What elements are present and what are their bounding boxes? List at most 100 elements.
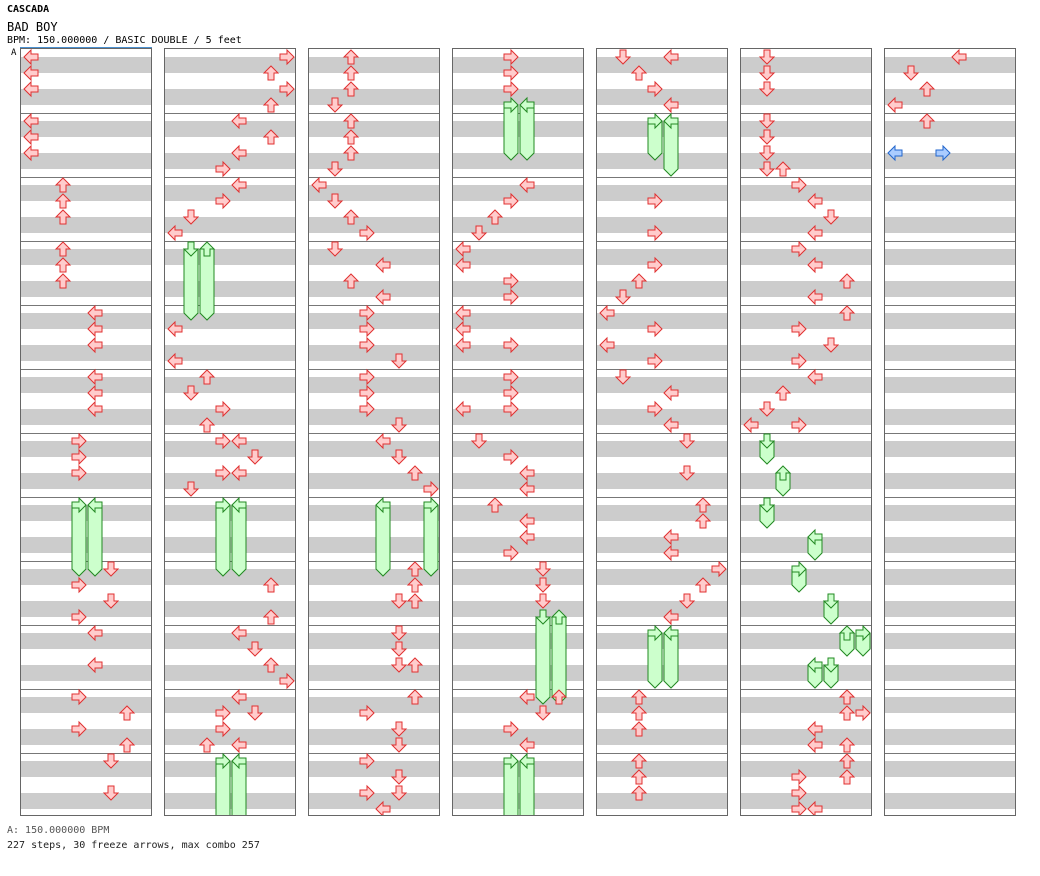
measure-divider xyxy=(597,497,727,498)
tap-arrow-down xyxy=(534,561,552,577)
tap-arrow-left xyxy=(231,464,247,482)
measure-divider xyxy=(165,689,295,690)
measure-divider xyxy=(597,561,727,562)
measure-divider xyxy=(21,753,151,754)
tap-arrow-down xyxy=(390,625,408,641)
tap-arrow-right xyxy=(359,784,375,802)
tap-arrow-up xyxy=(630,65,648,81)
tap-arrow-up xyxy=(630,689,648,705)
measure-divider xyxy=(453,305,583,306)
tap-arrow-up xyxy=(198,737,216,753)
freeze-arrow-head xyxy=(503,752,519,770)
chart-column xyxy=(20,48,152,816)
tap-arrow-right xyxy=(215,432,231,450)
measure-divider xyxy=(309,305,439,306)
freeze-arrow-head xyxy=(663,112,679,130)
tap-arrow-right xyxy=(647,352,663,370)
tap-arrow-left xyxy=(519,688,535,706)
tap-arrow-up xyxy=(54,241,72,257)
tap-arrow-right xyxy=(791,240,807,258)
measure-divider xyxy=(165,305,295,306)
chart-column xyxy=(740,48,872,816)
tap-arrow-up xyxy=(406,465,424,481)
tap-arrow-left xyxy=(663,49,679,66)
tap-arrow-right xyxy=(215,160,231,178)
tap-arrow-left xyxy=(87,624,103,642)
tap-arrow-left xyxy=(807,800,823,815)
measure-divider xyxy=(21,305,151,306)
tap-arrow-right xyxy=(503,272,519,290)
tap-arrow-up xyxy=(838,769,856,785)
tap-arrow-down xyxy=(758,49,776,65)
tap-arrow-down xyxy=(534,593,552,609)
tap-arrow-up xyxy=(838,689,856,705)
tap-arrow-left xyxy=(519,528,535,546)
measure-divider xyxy=(309,241,439,242)
freeze-arrow-head xyxy=(375,496,391,514)
bpm-summary: A: 150.000000 BPM xyxy=(7,825,110,836)
tap-arrow-right xyxy=(215,192,231,210)
measure-divider xyxy=(885,689,1015,690)
measure-divider xyxy=(165,625,295,626)
tap-arrow-right xyxy=(423,480,439,498)
chart-column xyxy=(452,48,584,816)
tap-arrow-down xyxy=(902,65,920,81)
tap-arrow-left xyxy=(167,352,183,370)
freeze-arrow-head xyxy=(822,657,840,673)
tap-arrow-left xyxy=(87,320,103,338)
tap-arrow-right xyxy=(647,192,663,210)
tap-arrow-left xyxy=(311,176,327,194)
tap-arrow-up xyxy=(774,385,792,401)
tap-arrow-left xyxy=(231,144,247,162)
tap-arrow-right xyxy=(503,80,519,98)
tap-arrow-right xyxy=(503,384,519,402)
measure-divider xyxy=(165,753,295,754)
tap-arrow-right xyxy=(71,464,87,482)
tap-arrow-left xyxy=(23,49,39,66)
tap-arrow-up xyxy=(918,113,936,129)
measure-divider xyxy=(597,689,727,690)
freeze-arrow-body xyxy=(87,504,103,577)
tap-arrow-up xyxy=(486,209,504,225)
measure-divider xyxy=(885,625,1015,626)
note-layer xyxy=(311,49,439,815)
freeze-arrow-head xyxy=(519,752,535,770)
tap-arrow-right xyxy=(279,80,295,98)
tap-arrow-left xyxy=(599,304,615,322)
tap-arrow-right xyxy=(359,320,375,338)
tap-arrow-up xyxy=(342,113,360,129)
tap-arrow-right xyxy=(647,400,663,418)
tap-arrow-right xyxy=(503,288,519,306)
tap-arrow-left xyxy=(807,736,823,754)
freeze-arrow-head xyxy=(534,609,552,625)
tap-arrow-right xyxy=(791,416,807,434)
measure-divider xyxy=(885,561,1015,562)
tap-arrow-down xyxy=(614,369,632,385)
freeze-arrow-head xyxy=(663,624,679,642)
measure-divider xyxy=(165,241,295,242)
tap-arrow-left xyxy=(455,240,471,258)
tap-arrow-up xyxy=(550,689,568,705)
freeze-arrow-head xyxy=(87,496,103,514)
measure-divider xyxy=(21,241,151,242)
freeze-arrow-head xyxy=(423,496,439,514)
tap-arrow-up xyxy=(630,785,648,801)
tap-arrow-right xyxy=(791,800,807,815)
tap-arrow-left xyxy=(663,608,679,626)
measure-divider xyxy=(453,433,583,434)
tap-arrow-left xyxy=(663,544,679,562)
freeze-arrow-body xyxy=(647,632,663,689)
freeze-arrow-head xyxy=(550,609,568,625)
measure-divider xyxy=(453,241,583,242)
chart-column xyxy=(596,48,728,816)
tap-arrow-down xyxy=(182,209,200,225)
tap-arrow-left xyxy=(231,176,247,194)
tap-arrow-up xyxy=(262,97,280,113)
measure-divider xyxy=(309,433,439,434)
tap-arrow-down xyxy=(822,209,840,225)
tap-arrow-up xyxy=(342,81,360,97)
tap-arrow-down xyxy=(758,145,776,161)
tap-arrow-right xyxy=(503,448,519,466)
tap-arrow-left xyxy=(231,624,247,642)
tap-arrow-left xyxy=(807,256,823,274)
